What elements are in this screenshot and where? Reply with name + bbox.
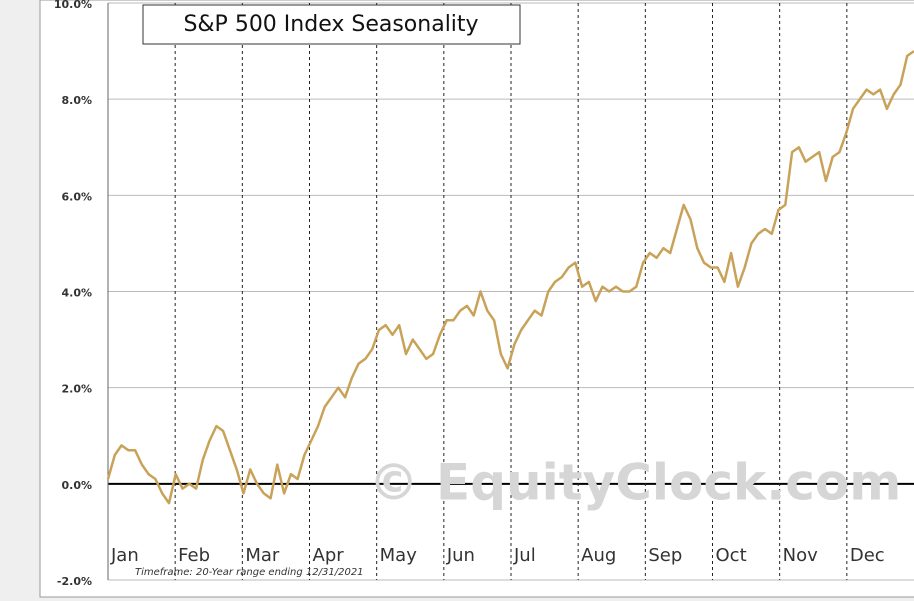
- y-tick-label: 0.0%: [61, 479, 92, 492]
- x-tick-label: Feb: [178, 545, 210, 566]
- series-line: [106, 50, 914, 505]
- x-tick-label: Oct: [716, 545, 747, 566]
- title-box: [142, 4, 521, 45]
- watermark: © EquityClock.com: [369, 454, 902, 512]
- footnote: Timeframe: 20-Year range ending 12/31/20…: [135, 567, 364, 578]
- y-tick-label: 10.0%: [54, 0, 92, 11]
- x-tick-label: Dec: [850, 545, 885, 566]
- y-tick-label: 2.0%: [61, 383, 92, 396]
- x-tick-label: Apr: [313, 545, 345, 566]
- y-tick-label: 6.0%: [61, 190, 92, 203]
- x-tick-label: Jan: [110, 545, 139, 566]
- x-tick-label: Jul: [513, 545, 536, 566]
- y-tick-label: -2.0%: [57, 575, 92, 588]
- x-tick-label: Nov: [783, 545, 818, 566]
- x-tick-label: Aug: [581, 545, 616, 566]
- x-tick-label: Jun: [446, 545, 475, 566]
- y-tick-label: 4.0%: [61, 287, 92, 300]
- x-tick-label: May: [380, 545, 418, 566]
- y-tick-label: 8.0%: [61, 94, 92, 107]
- chart-title: S&P 500 Index Seasonality: [183, 12, 478, 37]
- x-tick-label: Sep: [648, 545, 682, 566]
- x-tick-label: Mar: [245, 545, 280, 566]
